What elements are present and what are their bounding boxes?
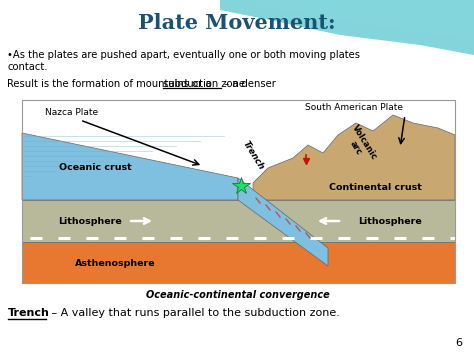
Text: Continental crust: Continental crust bbox=[328, 182, 421, 191]
Text: Oceanic crust: Oceanic crust bbox=[59, 164, 131, 173]
Text: Oceanic-continental convergence: Oceanic-continental convergence bbox=[146, 290, 330, 300]
Text: Trench: Trench bbox=[8, 308, 50, 318]
Text: Nazca Plate: Nazca Plate bbox=[45, 108, 98, 117]
Text: subduction zone: subduction zone bbox=[163, 79, 245, 89]
Bar bbox=[22, 200, 455, 242]
Text: – A valley that runs parallel to the subduction zone.: – A valley that runs parallel to the sub… bbox=[48, 308, 340, 318]
Text: Result is the formation of mountains or a: Result is the formation of mountains or … bbox=[7, 79, 215, 89]
Text: Plate Movement:: Plate Movement: bbox=[138, 13, 336, 33]
Polygon shape bbox=[250, 0, 474, 40]
Bar bbox=[22, 242, 455, 283]
Polygon shape bbox=[253, 115, 455, 200]
Text: Volcanic
arc: Volcanic arc bbox=[341, 123, 379, 167]
Bar bbox=[22, 100, 455, 283]
Polygon shape bbox=[220, 0, 474, 55]
Text: Lithosphere: Lithosphere bbox=[58, 218, 122, 226]
Text: South American Plate: South American Plate bbox=[305, 103, 403, 112]
Text: Asthenosphere: Asthenosphere bbox=[75, 258, 155, 268]
Polygon shape bbox=[22, 133, 238, 200]
Polygon shape bbox=[238, 178, 328, 266]
Text: Trench: Trench bbox=[241, 139, 265, 171]
Text: – a denser: – a denser bbox=[221, 79, 276, 89]
Text: •As the plates are pushed apart, eventually one or both moving plates
contact.: •As the plates are pushed apart, eventua… bbox=[7, 50, 360, 72]
Text: Lithosphere: Lithosphere bbox=[358, 218, 422, 226]
Text: 6: 6 bbox=[455, 338, 462, 348]
